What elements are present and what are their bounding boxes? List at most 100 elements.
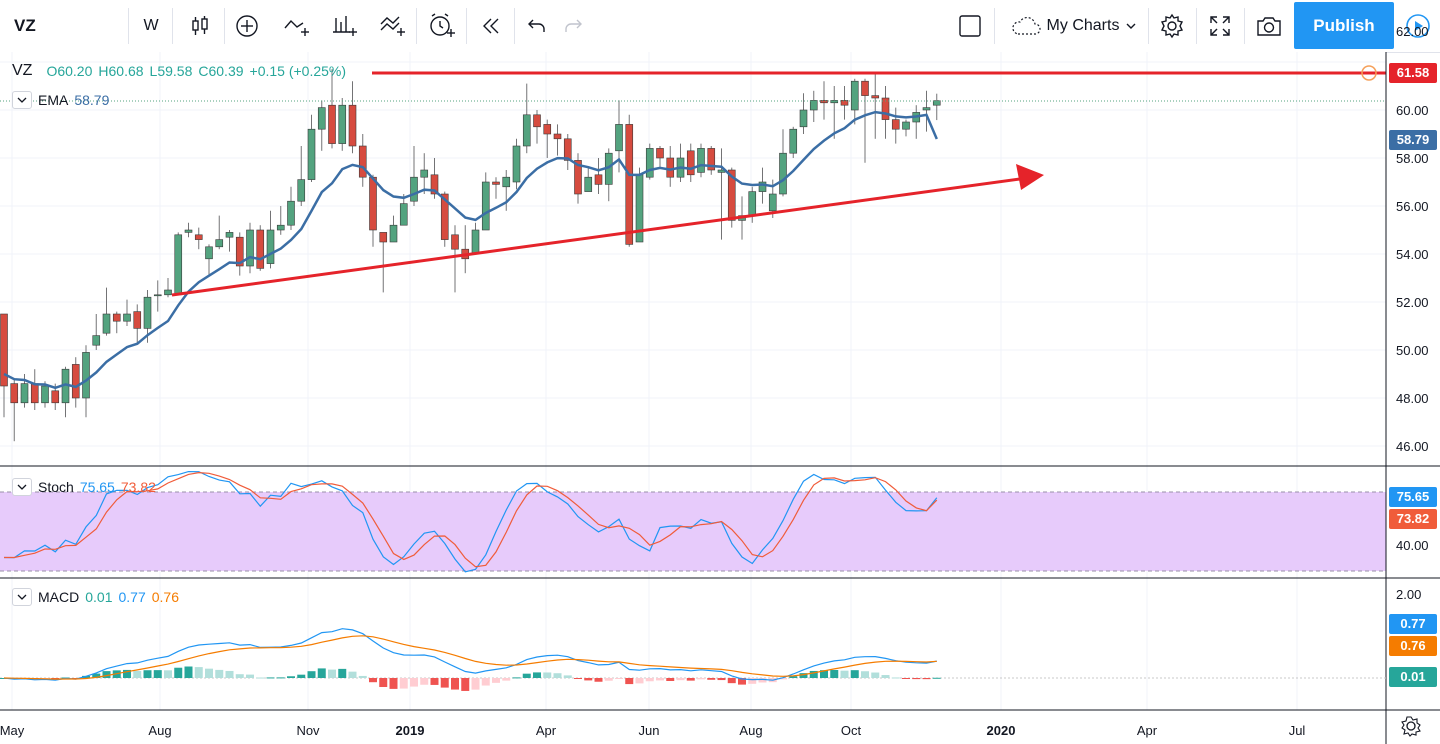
price-tick: 60.00 [1396, 103, 1429, 118]
macd-bar [686, 678, 695, 681]
layout-button[interactable] [948, 0, 992, 52]
divider [128, 8, 129, 44]
ema-legend[interactable]: EMA 58.79 [12, 91, 109, 109]
compare-button[interactable] [276, 0, 318, 52]
legend-close: C60.39 [198, 63, 244, 79]
candle-body [41, 385, 49, 404]
price-tick: 46.00 [1396, 439, 1429, 454]
macd-bar [707, 678, 716, 680]
macd-bar [246, 674, 254, 678]
redo-button[interactable] [554, 0, 592, 52]
candle-body [20, 383, 29, 404]
indicators-button[interactable] [324, 0, 366, 52]
fullscreen-button[interactable] [1198, 0, 1242, 52]
candle-body [430, 174, 439, 195]
collapse-toggle[interactable] [12, 91, 32, 109]
macd-bar [799, 673, 808, 678]
candle-body [768, 193, 777, 212]
symbol-search[interactable]: VZ [0, 0, 128, 52]
price-tick: 56.00 [1396, 199, 1429, 214]
templates-icon [380, 16, 405, 36]
macd-bar [676, 678, 685, 681]
macd-bar [276, 677, 285, 679]
publish-button[interactable]: Publish [1294, 2, 1394, 49]
macd-bar [830, 669, 839, 678]
candle-body [871, 95, 880, 99]
candle-body [225, 232, 234, 238]
candle-body [256, 229, 265, 269]
divider [224, 8, 225, 44]
macd-bar [481, 678, 490, 686]
top-toolbar: VZ W My Charts [0, 0, 1440, 53]
macd-bar [891, 677, 900, 679]
candle-body [799, 109, 808, 128]
add-indicator-icon [236, 15, 258, 37]
candle-body [891, 119, 900, 130]
macd-bar [328, 669, 336, 678]
macd-bar [645, 678, 654, 682]
candle-body [153, 294, 162, 297]
expand-icon [1210, 16, 1230, 36]
collapse-toggle[interactable] [12, 588, 32, 606]
macd-legend[interactable]: MACD 0.01 0.77 0.76 [12, 588, 179, 606]
macd-bar [656, 678, 664, 681]
add-button[interactable] [226, 0, 268, 52]
macd-bar [297, 674, 306, 678]
replay-bars-button[interactable] [470, 0, 512, 52]
macd-bar [379, 678, 388, 687]
ema-line [3, 110, 938, 390]
macd-bar [164, 670, 172, 678]
macd-bar [256, 677, 265, 679]
alert-button[interactable] [420, 0, 464, 52]
candle-body [112, 313, 121, 322]
macd-bar [738, 678, 746, 685]
macd-bar [287, 676, 295, 678]
legend-high: H60.68 [98, 63, 144, 79]
candle-body [563, 138, 572, 161]
replay-button[interactable] [1396, 0, 1440, 52]
undo-button[interactable] [518, 0, 556, 52]
collapse-toggle[interactable] [12, 478, 32, 496]
templates-button[interactable] [372, 0, 414, 52]
macd-bar [861, 671, 869, 678]
my-charts-label: My Charts [1046, 17, 1120, 34]
divider [416, 8, 417, 44]
legend-symbol: VZ [12, 62, 33, 79]
my-charts-button[interactable]: My Charts [1000, 0, 1148, 52]
candle-body [102, 313, 111, 334]
chart-settings-icon[interactable] [1401, 716, 1421, 737]
chart-area[interactable] [0, 52, 1440, 744]
snapshot-button[interactable] [1246, 0, 1292, 52]
trend-line[interactable] [171, 177, 1021, 297]
candle-body [164, 289, 172, 296]
price-tick: 62.00 [1396, 24, 1429, 39]
macd-bar [553, 673, 562, 678]
time-tick: Aug [739, 723, 763, 738]
alert-marker-icon[interactable] [1361, 65, 1377, 81]
candle-body [522, 114, 531, 147]
candle-body [266, 229, 275, 264]
macd-bar [184, 666, 193, 678]
candle-body [584, 176, 593, 192]
candle-body [184, 229, 193, 233]
macd-bar [194, 667, 203, 678]
candle-body [123, 313, 131, 322]
candle-body [840, 100, 849, 106]
interval-button[interactable]: W [130, 0, 172, 52]
macd-bar [307, 671, 316, 678]
macd-bar [809, 670, 818, 678]
settings-button[interactable] [1150, 0, 1194, 52]
stoch-d-line [4, 471, 938, 568]
candle-body [881, 97, 890, 120]
divider [514, 8, 515, 44]
stoch-legend[interactable]: Stoch 75.65 73.82 [12, 478, 156, 496]
time-tick: Oct [840, 723, 862, 738]
candle-body [502, 176, 511, 188]
candle-body [410, 176, 418, 202]
macd-signal-line [3, 635, 937, 680]
candle-body [727, 169, 736, 221]
candle-body [143, 296, 152, 329]
compare-icon [284, 19, 309, 36]
candles-button[interactable] [178, 0, 222, 52]
candle-body [82, 352, 90, 399]
